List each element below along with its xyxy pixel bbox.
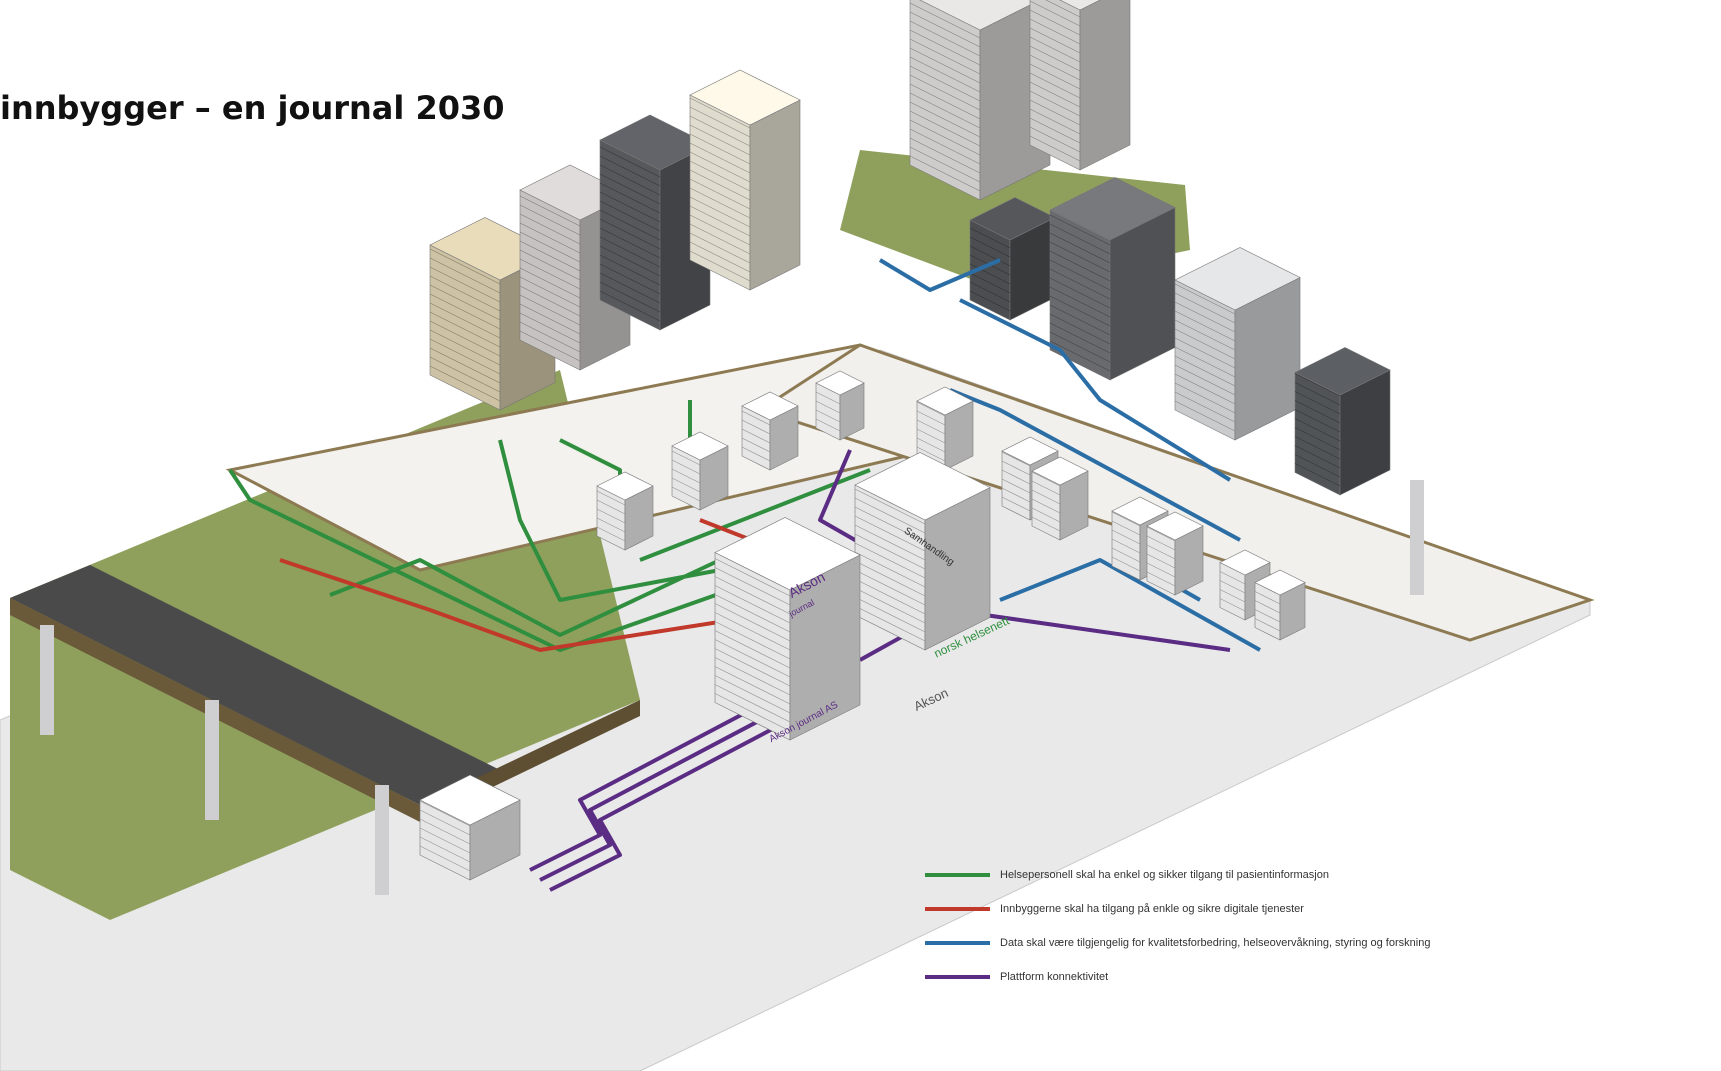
legend-text: Innbyggerne skal ha tilgang på enkle og …: [1000, 903, 1304, 915]
building: [520, 190, 580, 370]
pillar: [375, 785, 389, 895]
building: [1080, 0, 1130, 170]
legend-text: Helsepersonell skal ha enkel og sikker t…: [1000, 869, 1329, 881]
pillar: [40, 625, 54, 735]
title: innbygger – en journal 2030: [0, 89, 505, 127]
building: [910, 0, 980, 200]
legend-text: Data skal være tilgjengelig for kvalitet…: [1000, 937, 1430, 949]
building: [600, 140, 660, 330]
legend-text: Plattform konnektivitet: [1000, 971, 1108, 983]
illustration: innbygger – en journal 2030 Akson journa…: [0, 0, 1721, 1071]
building: [750, 100, 800, 290]
pillar: [1410, 480, 1424, 595]
pillar: [205, 700, 219, 820]
